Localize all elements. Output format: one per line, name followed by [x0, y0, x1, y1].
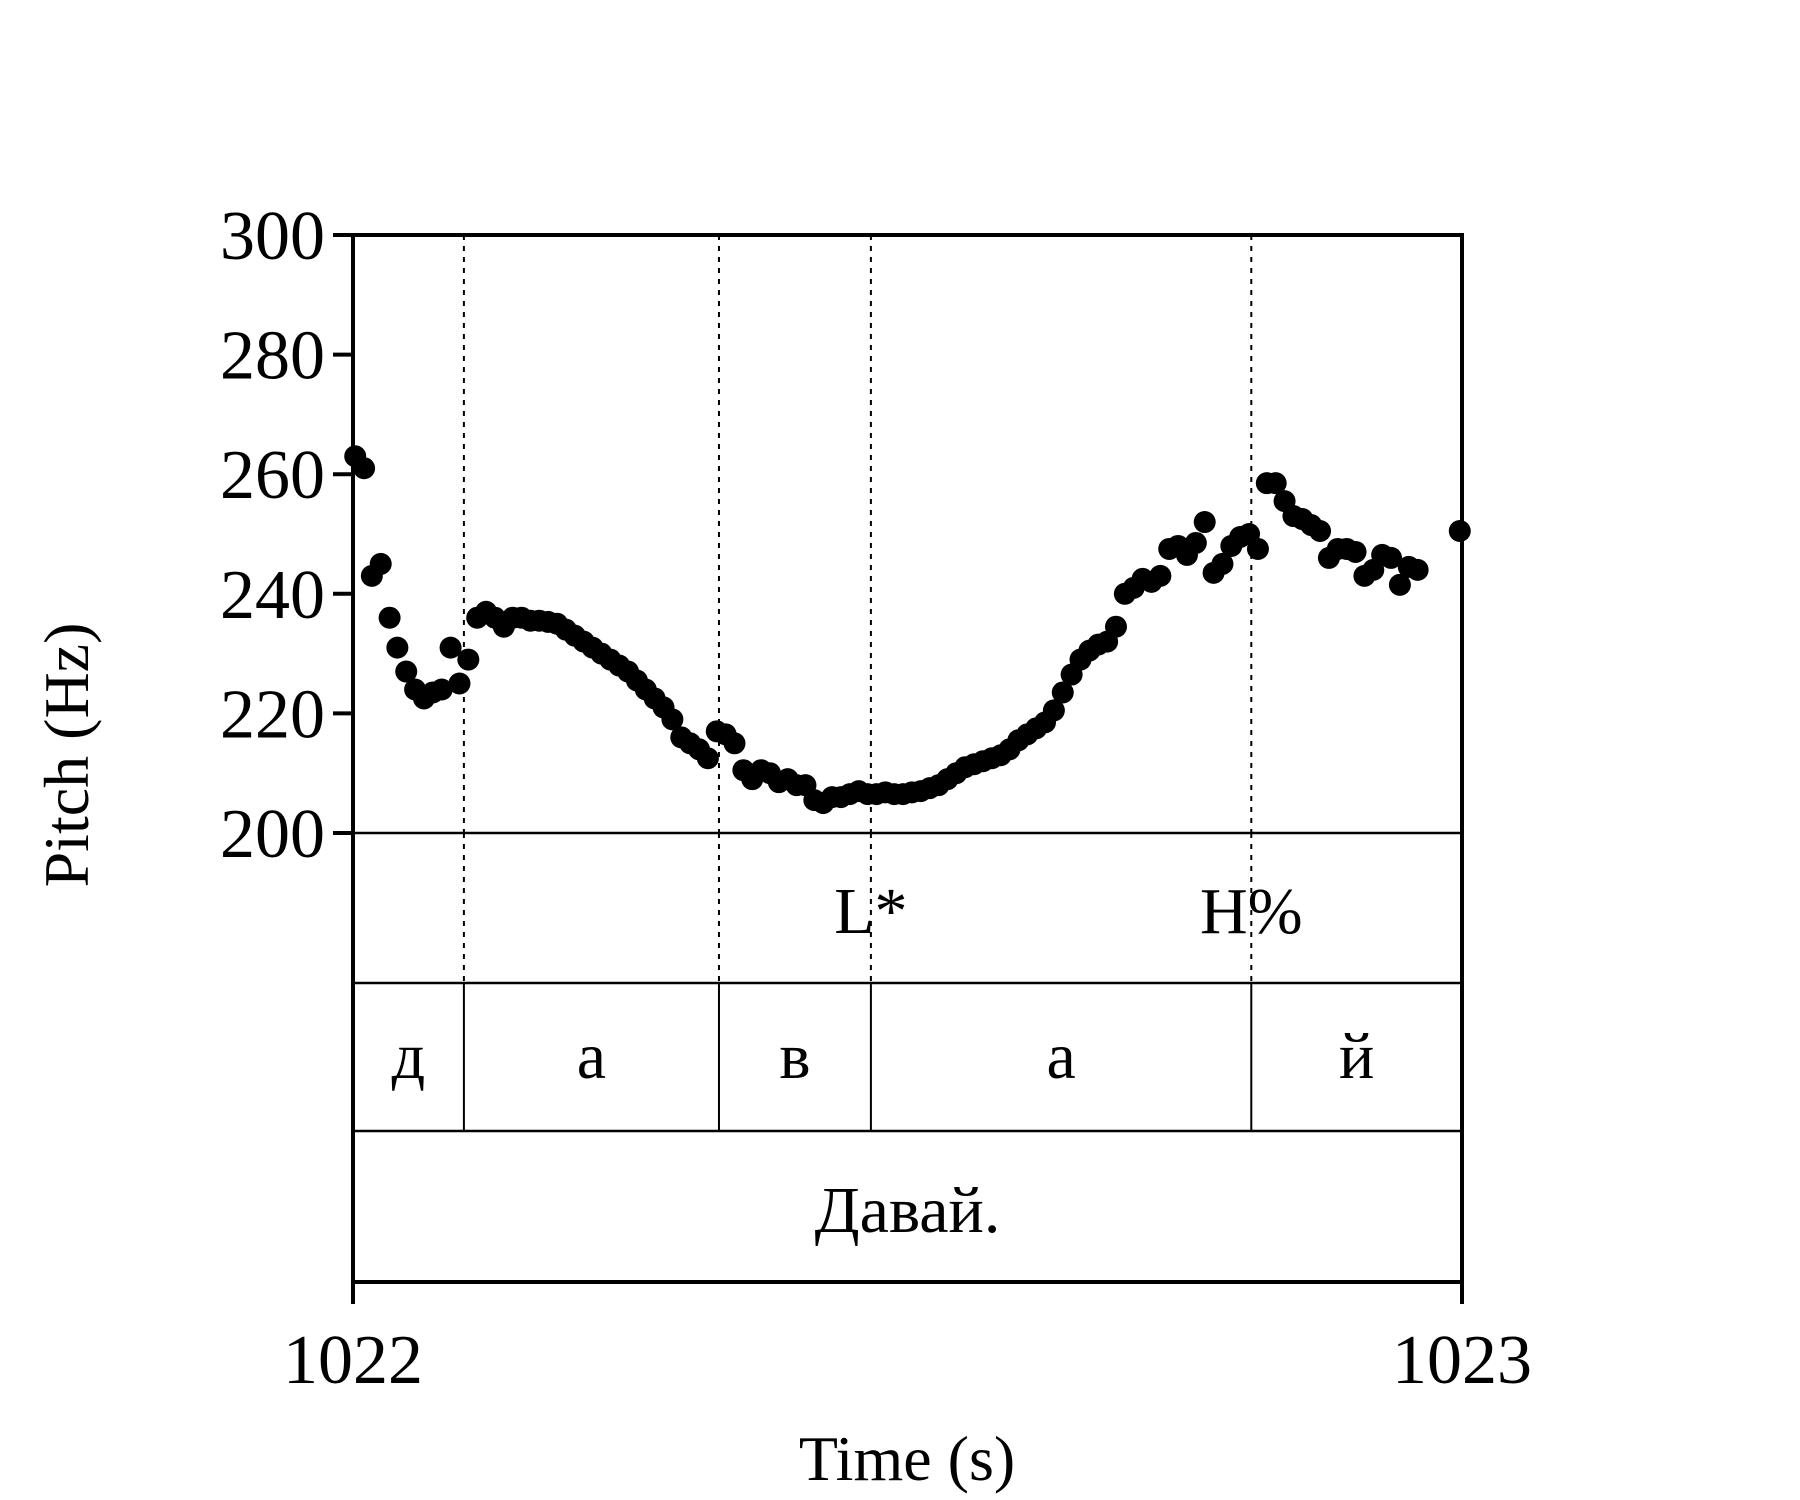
x-tick-label-1022: 1022: [283, 1322, 423, 1399]
y-tick-label-220: 220: [220, 676, 325, 753]
y-axis-label: Pitch (Hz): [31, 623, 102, 888]
segment-label-0: д: [392, 1020, 426, 1093]
pitch-point-10: [430, 678, 453, 701]
pitch-point-4: [378, 606, 401, 629]
pitch-point-40: [696, 747, 719, 770]
frame-outline: [351, 233, 1464, 1284]
annotation-tiers: L* H% д а в а й Давай.: [392, 875, 1375, 1247]
y-tick-label-240: 240: [220, 557, 325, 634]
pitch-point-79: [1042, 699, 1065, 722]
pitch-point-12: [448, 672, 471, 695]
pitch-point-3: [369, 552, 392, 575]
pitch-point-36: [661, 708, 684, 731]
pitch-point-95: [1184, 531, 1207, 554]
pitch-point-117: [1380, 546, 1403, 569]
pitch-point-96: [1193, 511, 1216, 534]
y-tick-label-300: 300: [220, 198, 325, 275]
x-axis-label: Time (s): [799, 1423, 1015, 1494]
y-tick-label-260: 260: [220, 437, 325, 514]
pitch-point-118: [1388, 573, 1411, 596]
tone-label-0: L*: [834, 875, 907, 948]
segment-label-4: й: [1339, 1020, 1374, 1093]
pitch-point-86: [1104, 615, 1127, 638]
tier-boundary-lines: [462, 235, 1253, 1131]
pitch-point-43: [723, 732, 746, 755]
x-tick-label-1023: 1023: [1392, 1322, 1532, 1399]
pitch-point-120: [1406, 558, 1429, 581]
pitch-point-5: [386, 636, 409, 659]
pitch-point-1: [353, 457, 376, 480]
pitch-point-102: [1246, 537, 1269, 560]
y-tick-label-280: 280: [220, 318, 325, 395]
segment-label-2: в: [779, 1020, 810, 1093]
pitch-point-13: [457, 648, 480, 671]
pitch-point-80: [1051, 681, 1074, 704]
y-tick-label-200: 200: [220, 796, 325, 873]
tone-label-1: H%: [1200, 875, 1303, 948]
pitch-point-11: [439, 636, 462, 659]
segment-label-3: а: [1046, 1020, 1075, 1093]
pitch-point-6: [395, 660, 418, 683]
pitch-points: [344, 445, 1471, 815]
pitch-point-91: [1149, 564, 1172, 587]
word-label-0: Давай.: [815, 1174, 1001, 1247]
plot-frame: [351, 233, 1464, 1284]
axis-ticks: 300 280 260 240 220 200 1022 1023: [220, 198, 1532, 1399]
pitch-point-113: [1344, 540, 1367, 563]
pitch-point-104: [1264, 472, 1287, 495]
pitch-point-98: [1211, 552, 1234, 575]
segment-label-1: а: [577, 1020, 606, 1093]
pitch-point-121: [1448, 520, 1471, 543]
pitch-point-109: [1309, 520, 1332, 543]
